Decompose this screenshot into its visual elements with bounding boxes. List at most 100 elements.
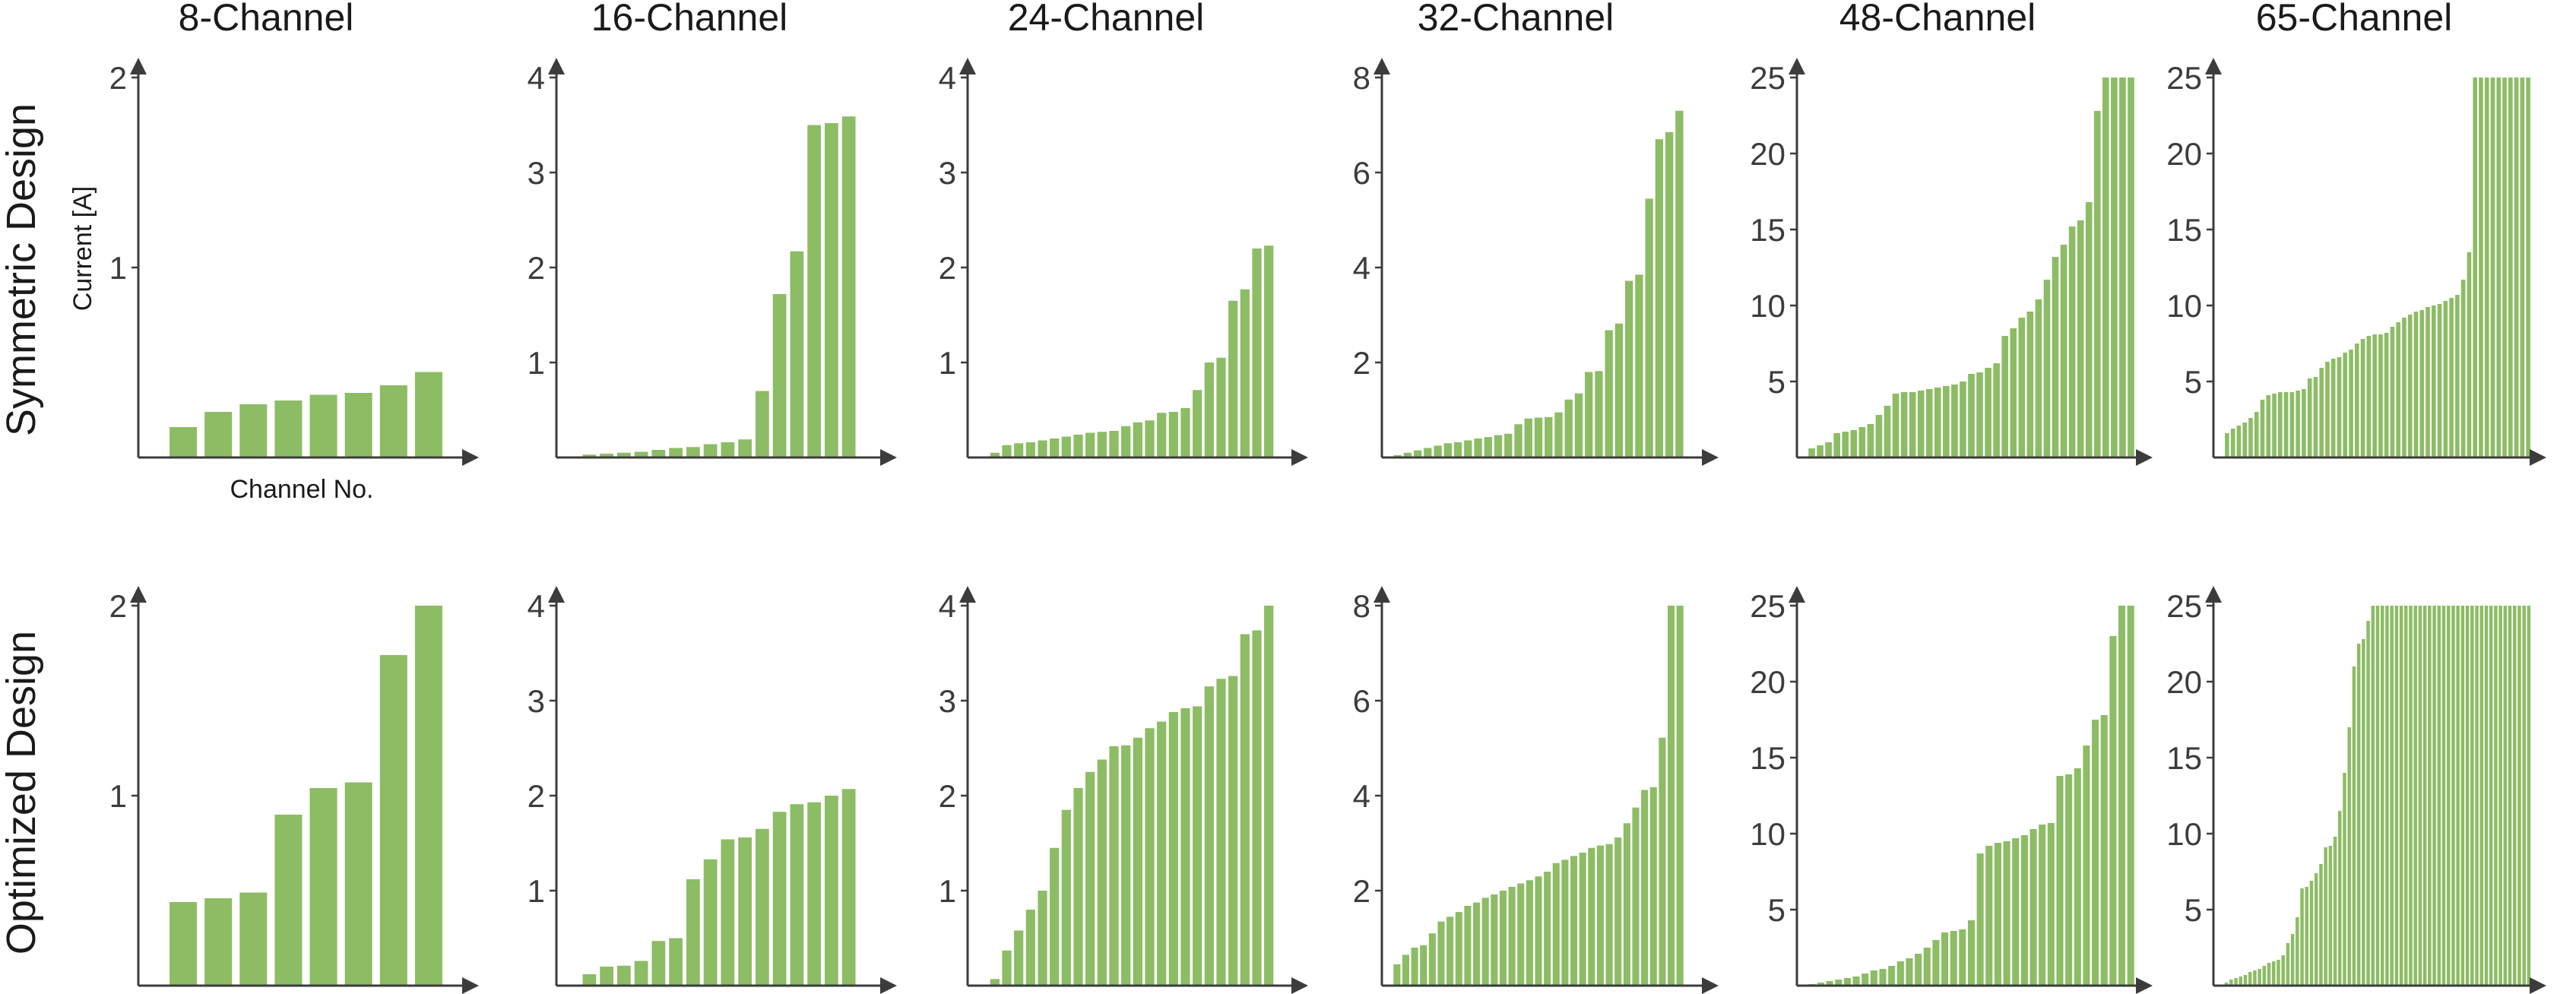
bar bbox=[2484, 606, 2489, 986]
bar bbox=[1534, 417, 1543, 457]
bar bbox=[170, 902, 198, 986]
bar bbox=[2065, 774, 2073, 986]
bar bbox=[1455, 912, 1462, 986]
bar bbox=[2278, 392, 2283, 457]
bar bbox=[651, 941, 666, 986]
bar bbox=[2286, 943, 2290, 986]
y-tick-label: 3 bbox=[528, 683, 545, 719]
y-tick-label: 15 bbox=[1750, 740, 1785, 776]
bar bbox=[721, 442, 735, 457]
bar bbox=[1817, 983, 1825, 986]
bar bbox=[1909, 392, 1916, 457]
bar bbox=[1133, 422, 1142, 457]
bar bbox=[379, 385, 407, 457]
x-axis-arrow bbox=[2530, 449, 2546, 466]
bar bbox=[2118, 606, 2126, 986]
y-tick-label: 25 bbox=[2166, 588, 2202, 624]
bar bbox=[1228, 300, 1238, 457]
bar bbox=[686, 879, 700, 986]
bar bbox=[1180, 408, 1190, 457]
bar bbox=[738, 439, 752, 457]
bar bbox=[1900, 392, 1908, 457]
bar bbox=[807, 125, 821, 457]
bar bbox=[703, 859, 718, 986]
bar bbox=[1411, 948, 1418, 986]
y-tick-label: 1 bbox=[939, 345, 956, 381]
bar bbox=[2333, 837, 2337, 986]
bar bbox=[1180, 708, 1190, 986]
bar bbox=[1002, 950, 1012, 986]
bar bbox=[2003, 841, 2010, 986]
bar bbox=[1596, 845, 1604, 986]
bar bbox=[1842, 432, 1849, 457]
y-tick-label: 4 bbox=[1353, 778, 1370, 814]
chart-panel-symmetric-3: 2 4 6 8 bbox=[1353, 58, 1719, 466]
bar bbox=[2010, 328, 2017, 457]
bar bbox=[2035, 299, 2042, 457]
bar bbox=[2266, 395, 2271, 457]
bar bbox=[1605, 330, 1613, 457]
bar bbox=[582, 454, 597, 457]
bar bbox=[1875, 415, 1883, 457]
bar bbox=[2349, 350, 2353, 457]
y-tick-label: 1 bbox=[109, 250, 127, 286]
bar bbox=[2085, 202, 2093, 457]
bar bbox=[2490, 78, 2495, 457]
y-axis-arrow bbox=[1789, 58, 1805, 74]
bar bbox=[2479, 606, 2483, 986]
bar bbox=[1943, 386, 1950, 457]
bar bbox=[1133, 737, 1142, 986]
bar bbox=[1561, 859, 1569, 986]
bar bbox=[2128, 78, 2134, 457]
bar bbox=[1906, 958, 1913, 986]
bar bbox=[2083, 746, 2090, 986]
y-axis-arrow bbox=[548, 586, 565, 603]
column-title-8: 8-Channel bbox=[179, 0, 354, 39]
bar bbox=[2460, 606, 2465, 986]
y-axis-arrow bbox=[1374, 586, 1390, 603]
bar bbox=[2060, 245, 2067, 457]
bar bbox=[2514, 78, 2519, 457]
bar bbox=[2056, 776, 2064, 986]
bar bbox=[2503, 606, 2508, 986]
column-title-16: 16-Channel bbox=[591, 0, 788, 39]
bar bbox=[1204, 686, 1214, 986]
chart-panel-optimized-2: 1 2 3 4 bbox=[939, 586, 1308, 994]
bar bbox=[1491, 894, 1498, 986]
bar bbox=[1073, 435, 1083, 457]
bar bbox=[1216, 357, 1226, 457]
x-axis-arrow bbox=[1702, 449, 1719, 466]
bar bbox=[807, 802, 821, 986]
bar bbox=[1993, 363, 2000, 457]
bar bbox=[2402, 318, 2406, 457]
bar bbox=[2239, 977, 2242, 986]
bar bbox=[2277, 960, 2280, 986]
bar bbox=[379, 655, 407, 986]
bar bbox=[1216, 679, 1226, 986]
bar bbox=[1050, 438, 1060, 457]
bar bbox=[2330, 359, 2336, 457]
bar bbox=[2324, 847, 2327, 986]
x-axis-arrow bbox=[1291, 977, 1308, 994]
y-tick-label: 3 bbox=[939, 155, 956, 191]
bar bbox=[617, 452, 631, 457]
bar bbox=[651, 450, 666, 457]
bar bbox=[1915, 954, 1922, 986]
bar bbox=[1157, 721, 1167, 986]
bar bbox=[2319, 368, 2324, 457]
bar bbox=[2026, 312, 2034, 457]
bar bbox=[2305, 887, 2309, 986]
y-tick-label: 4 bbox=[1353, 250, 1370, 286]
bar bbox=[1552, 863, 1560, 986]
bar bbox=[1061, 809, 1071, 986]
bar bbox=[1038, 440, 1047, 457]
bar bbox=[2052, 257, 2059, 457]
y-axis-arrow bbox=[959, 58, 976, 74]
bar bbox=[2074, 768, 2081, 986]
y-tick-label: 25 bbox=[2166, 60, 2202, 96]
bar bbox=[2384, 333, 2389, 457]
bar bbox=[1193, 706, 1202, 986]
bar bbox=[2413, 606, 2417, 986]
bar bbox=[2319, 864, 2323, 986]
y-tick-label: 2 bbox=[109, 588, 127, 624]
